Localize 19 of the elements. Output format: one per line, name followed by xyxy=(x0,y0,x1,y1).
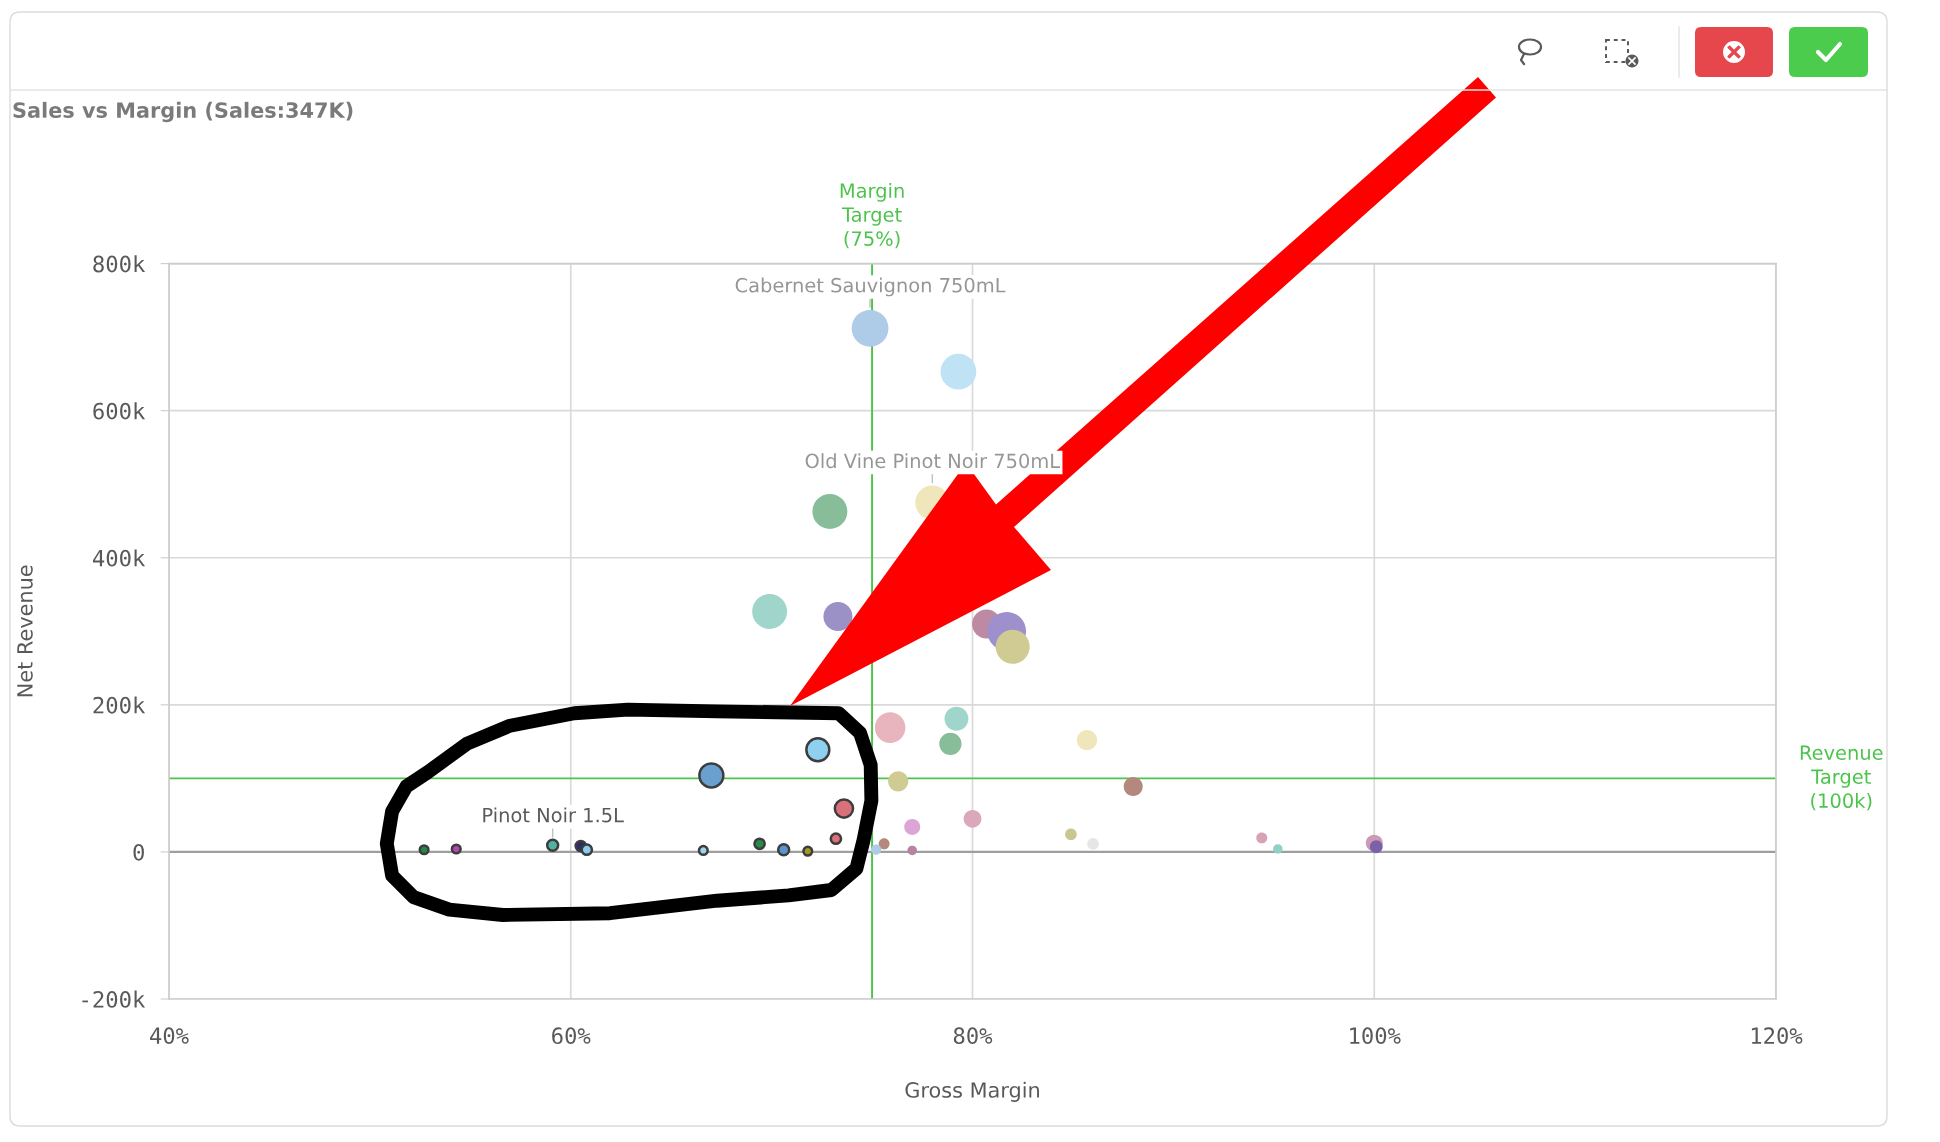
y-tick-label: 0 xyxy=(133,843,144,861)
annotation: Pinot Noir 1.5L xyxy=(483,807,624,823)
annotation: Old Vine Pinot Noir 750mL xyxy=(805,453,1061,469)
x-tick-label: 100% xyxy=(1350,1027,1401,1045)
x-axis-title: Gross Margin xyxy=(905,1081,1039,1102)
chart-title: Sales vs Margin (Sales:347K) xyxy=(13,101,353,123)
x-tick-label: 60% xyxy=(552,1027,591,1045)
annotation: Cabernet Sauvignon 750mL xyxy=(735,277,1006,297)
y-tick-label: 800k xyxy=(93,255,146,273)
x-tick-label: 40% xyxy=(150,1027,189,1045)
y-tick-label: 200k xyxy=(93,696,146,714)
y-tick-label: 400k xyxy=(92,549,146,567)
y-tick-label: -200k xyxy=(82,990,146,1008)
x-tick-label: 80% xyxy=(953,1027,993,1045)
y-tick-label: 600k xyxy=(93,402,146,420)
ref-line-label: Margin Target (75%) xyxy=(840,182,904,249)
x-tick-label: 120% xyxy=(1751,1027,1803,1045)
y-axis-title: Net Revenue xyxy=(17,565,33,697)
ref-line-label: Revenue Target (100k) xyxy=(1800,745,1883,811)
